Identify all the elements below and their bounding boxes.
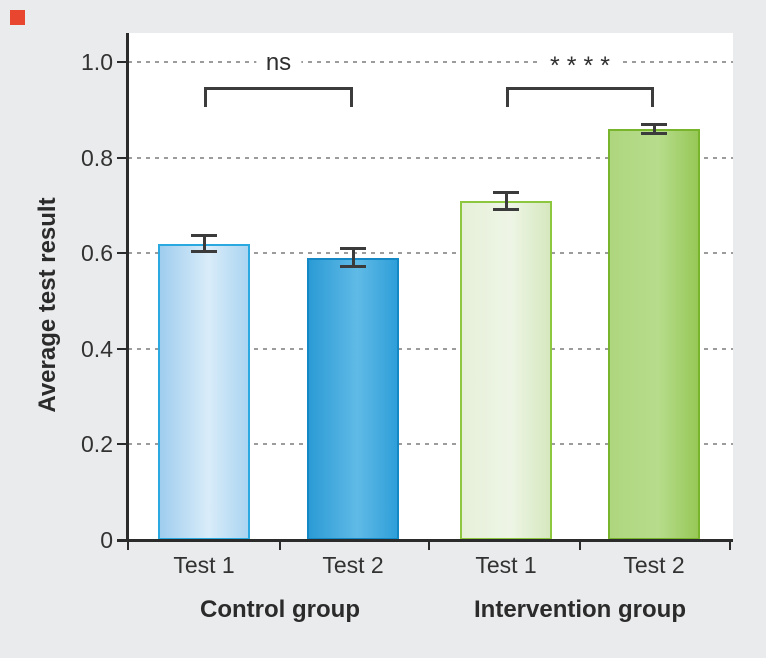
x-axis-line [117, 539, 733, 542]
figure-marker [10, 10, 25, 25]
y-tick-label: 1.0 [81, 49, 113, 75]
x-label-intervention-test-2: Test 2 [623, 552, 685, 578]
gridline [128, 347, 733, 350]
y-tick-mark [117, 347, 128, 350]
x-label-control-test-2: Test 2 [322, 552, 384, 578]
gridline [128, 156, 733, 159]
group-label-intervention: Intervention group [474, 596, 686, 623]
bar-intervention-test-1 [460, 201, 552, 540]
x-tick-mark [279, 542, 281, 550]
gridline [128, 252, 733, 255]
x-label-control-test-1: Test 1 [173, 552, 235, 578]
y-tick-mark [117, 443, 128, 446]
error-bar-cap-top [641, 123, 667, 127]
error-bar-stem [504, 190, 508, 211]
error-bar-stem [652, 123, 656, 135]
x-tick-mark [579, 542, 581, 550]
x-tick-mark [428, 542, 430, 550]
y-axis-title: Average test result [34, 197, 61, 413]
y-tick-mark [117, 252, 128, 255]
y-tick-mark [117, 61, 128, 63]
error-bar-cap-bottom [191, 250, 217, 254]
y-tick-label: 0.4 [81, 335, 113, 362]
y-axis-line [126, 33, 129, 542]
error-bar-cap-top [340, 247, 366, 251]
error-bar-cap-top [493, 190, 519, 194]
significance-bracket-intervention [506, 87, 654, 107]
error-bar-stem [351, 247, 355, 269]
error-bar-cap-top [191, 234, 217, 238]
significance-label-control: ns [255, 49, 302, 77]
error-bar-cap-bottom [493, 207, 519, 211]
error-bar-cap-bottom [340, 265, 366, 269]
bar-control-test-2 [307, 258, 399, 540]
error-bar-stem [202, 234, 206, 254]
y-tick-label: 0.6 [81, 240, 113, 267]
group-label-control: Control group [200, 596, 360, 623]
error-bar-control-test-1 [191, 234, 217, 254]
y-tick-label: 0.2 [81, 431, 113, 458]
significance-label-intervention: **** [540, 52, 620, 80]
error-bar-cap-bottom [641, 131, 667, 135]
x-tick-mark [127, 542, 129, 550]
y-tick-label: 0.8 [81, 144, 113, 171]
y-tick-label: 0 [100, 527, 113, 553]
plot-area: ns **** [128, 33, 733, 540]
error-bar-intervention-test-1 [493, 190, 519, 211]
bar-intervention-test-2 [608, 129, 700, 540]
error-bar-control-test-2 [340, 247, 366, 269]
error-bar-intervention-test-2 [641, 123, 667, 135]
bar-control-test-1 [158, 244, 250, 540]
significance-bracket-control [204, 87, 353, 107]
gridline [128, 443, 733, 446]
x-label-intervention-test-1: Test 1 [475, 552, 537, 578]
x-tick-mark [729, 542, 731, 550]
y-tick-mark [117, 156, 128, 159]
gridline [128, 61, 733, 63]
